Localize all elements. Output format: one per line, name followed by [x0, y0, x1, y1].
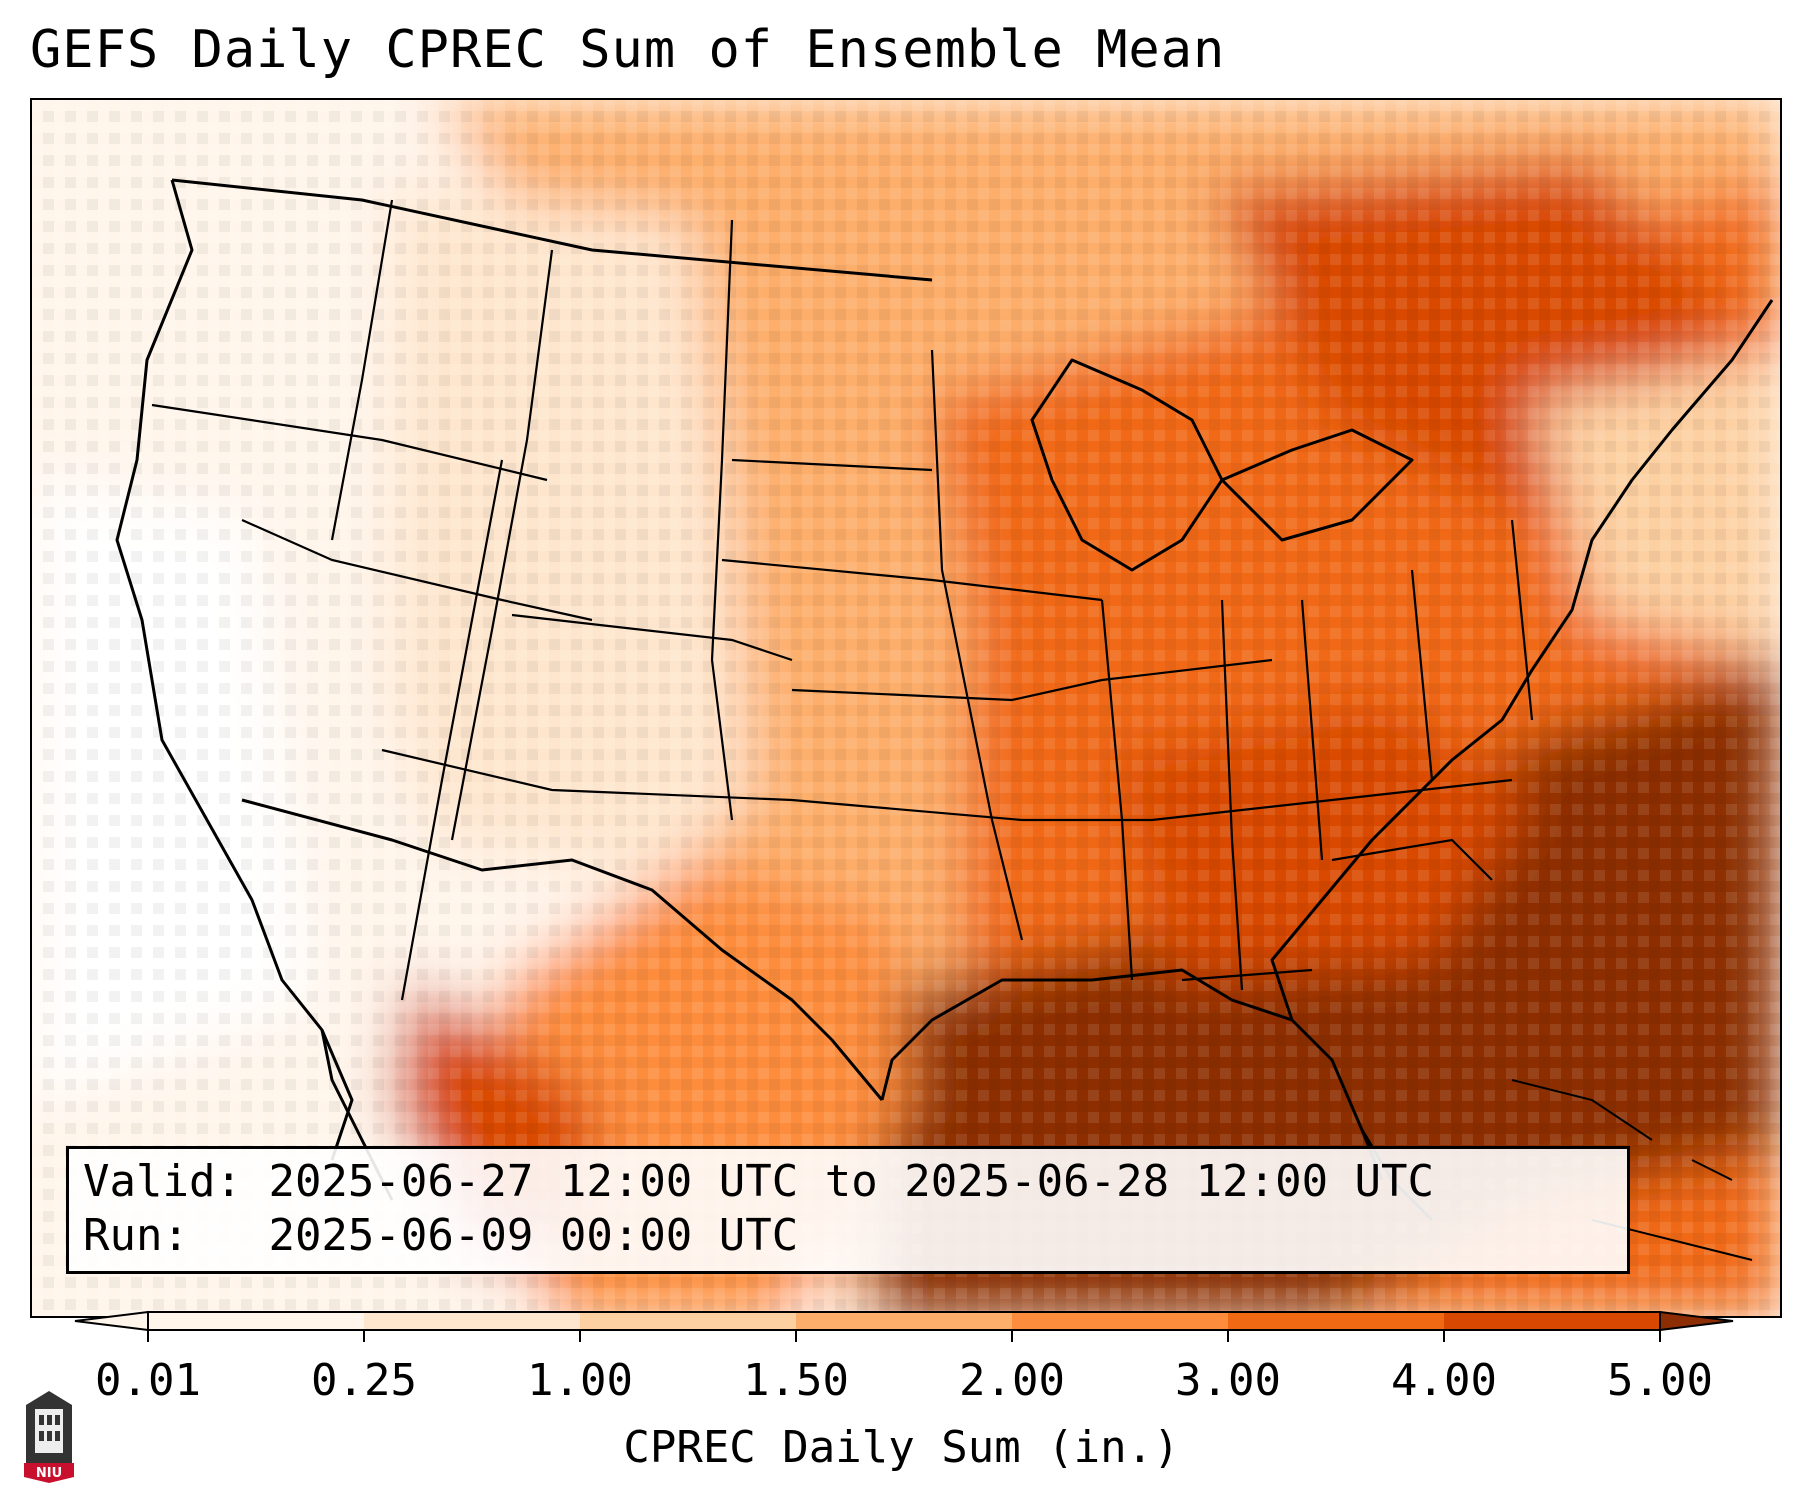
state-lines: [151, 199, 1534, 1001]
colorbar-label: CPREC Daily Sum (in.): [623, 1422, 1180, 1473]
map-canvas: [32, 100, 1780, 1316]
valid-run-info-box: Valid: 2025-06-27 12:00 UTC to 2025-06-2…: [66, 1146, 1630, 1274]
colorbar-segment: [796, 1312, 1013, 1330]
colorbar-segment: [1444, 1312, 1661, 1330]
colorbar-high-extend: [1659, 1310, 1734, 1332]
colorbar-low-extend: [74, 1310, 149, 1332]
run-label: Run:: [83, 1210, 189, 1261]
colorbar: [74, 1310, 1734, 1342]
colorbar-segment: [580, 1312, 797, 1330]
colorbar-tick-label: 1.50: [743, 1355, 849, 1406]
valid-value: 2025-06-27 12:00 UTC to 2025-06-28 12:00…: [268, 1156, 1435, 1207]
colorbar-tick-label: 4.00: [1391, 1355, 1497, 1406]
colorbar-tick-label: 0.01: [95, 1355, 201, 1406]
colorbar-segment: [364, 1312, 581, 1330]
colorbar-segment: [1012, 1312, 1229, 1330]
niu-tower-logo-icon: NIU: [20, 1385, 78, 1485]
colorbar-segment: [1228, 1312, 1445, 1330]
precipitation-map: [30, 98, 1782, 1318]
colorbar-tick-label: 1.00: [527, 1355, 633, 1406]
colorbar-tick-label: 0.25: [311, 1355, 417, 1406]
colorbar-segment: [148, 1312, 365, 1330]
colorbar-tick-label: 3.00: [1175, 1355, 1281, 1406]
valid-label: Valid:: [83, 1156, 242, 1207]
colorbar-tick-label: 5.00: [1607, 1355, 1713, 1406]
logo-text: NIU: [36, 1466, 62, 1481]
colorbar-tick-label: 2.00: [959, 1355, 1065, 1406]
run-value: 2025-06-09 00:00 UTC: [268, 1210, 799, 1261]
map-title: GEFS Daily CPREC Sum of Ensemble Mean: [30, 20, 1226, 80]
